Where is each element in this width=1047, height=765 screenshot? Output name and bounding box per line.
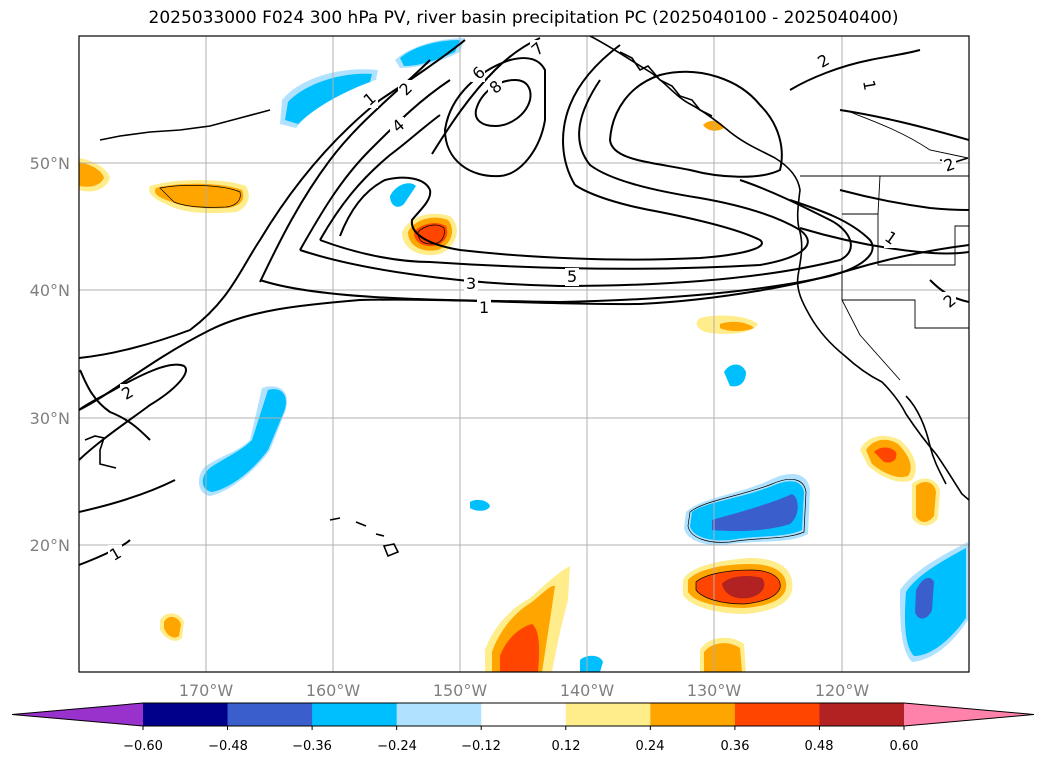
- colorbar-segment: [312, 703, 398, 726]
- latitude-labels: 50°N 40°N 30°N 20°N: [30, 154, 70, 555]
- colorbar-extend-max: [904, 703, 1034, 726]
- lon-label-170w: 170°W: [179, 681, 234, 700]
- borders: [800, 109, 969, 381]
- lon-label-130w: 130°W: [687, 681, 742, 700]
- colorbar-extend-min: [12, 703, 143, 726]
- lat-label-40n: 40°N: [30, 281, 70, 300]
- colorbar-segment: [481, 703, 567, 726]
- lon-label-140w: 140°W: [560, 681, 615, 700]
- colorbar-segment: [143, 703, 229, 726]
- contour-label: 3: [466, 274, 476, 293]
- contour-labels: 1 2 4 6 8 7 2 1 1 2 3 5 1 2 1 2: [106, 38, 959, 564]
- colorbar-segment: [565, 703, 651, 726]
- colorbar-tick-label: −0.48: [208, 739, 248, 754]
- colorbar-segment: [819, 703, 905, 726]
- contour-label: 1: [479, 298, 489, 317]
- colorbar-tick-label: −0.24: [377, 739, 417, 754]
- map-title: 2025033000 F024 300 hPa PV, river basin …: [148, 8, 899, 28]
- colorbar-tick-label: −0.60: [123, 739, 163, 754]
- contour-label: 1: [859, 79, 879, 92]
- lat-label-50n: 50°N: [30, 154, 70, 173]
- colorbar-tick-label: −0.12: [461, 739, 501, 754]
- longitude-labels: 170°W 160°W 150°W 140°W 130°W 120°W: [179, 681, 870, 700]
- colorbar-segment: [734, 703, 820, 726]
- colorbar-tick-labels: −0.60 −0.48 −0.36 −0.24 −0.12 0.12 0.24 …: [123, 739, 918, 754]
- lat-label-30n: 30°N: [30, 409, 70, 428]
- colorbar-tick-label: 0.24: [636, 739, 665, 754]
- graticule: [79, 36, 969, 672]
- contour-label: 5: [567, 267, 577, 286]
- colorbar-segment: [650, 703, 736, 726]
- lat-label-20n: 20°N: [30, 536, 70, 555]
- precip-anomaly-fill: [79, 38, 968, 672]
- pv-contours: [79, 37, 969, 566]
- colorbar-tick-label: 0.48: [805, 739, 834, 754]
- colorbar-tick-label: 0.12: [552, 739, 581, 754]
- colorbar-tick-label: −0.36: [292, 739, 332, 754]
- colorbar: [11, 702, 1035, 730]
- colorbar-tick-label: 0.36: [721, 739, 750, 754]
- map-frame: [78, 35, 970, 673]
- lon-label-150w: 150°W: [433, 681, 488, 700]
- colorbar-tick-label: 0.60: [890, 739, 919, 754]
- lon-label-120w: 120°W: [815, 681, 870, 700]
- coastlines: [84, 36, 969, 558]
- colorbar-segment: [396, 703, 482, 726]
- lon-label-160w: 160°W: [306, 681, 361, 700]
- colorbar-segment: [227, 703, 313, 726]
- precip-outlines: [159, 185, 807, 605]
